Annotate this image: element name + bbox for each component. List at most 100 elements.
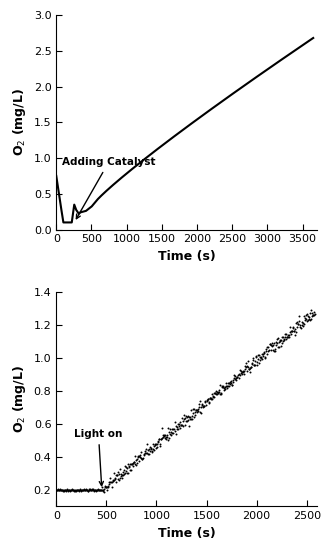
Point [275,339,280,348]
Point [77,486,82,495]
Point [271,339,276,348]
Point [256,350,262,359]
Point [282,336,287,345]
Point [235,373,240,382]
Point [283,334,289,343]
Point [221,383,226,392]
Point [200,403,206,412]
Point [304,317,309,326]
Point [249,360,254,369]
Point [188,412,193,421]
Point [92,485,97,494]
Point [105,482,111,490]
Point [202,397,208,406]
Point [176,422,181,430]
Point [308,305,313,314]
Point [197,399,202,408]
Point [285,330,290,339]
Point [145,450,151,458]
Point [149,446,154,455]
Point [73,487,78,495]
Point [228,379,233,388]
Point [120,473,125,482]
Point [130,458,135,467]
Point [105,482,110,491]
Point [75,485,80,494]
Point [99,485,104,494]
Point [147,446,152,455]
Point [249,363,254,371]
Point [312,310,317,318]
Point [135,458,140,467]
Point [160,433,165,442]
Point [110,477,115,485]
Point [298,323,304,332]
Point [280,333,286,342]
Point [289,326,294,335]
Point [109,478,114,487]
Point [258,352,264,361]
Point [107,473,113,482]
Point [114,470,119,479]
Point [122,462,127,471]
Point [253,361,258,370]
Point [167,430,173,439]
Point [205,395,210,403]
Point [108,478,113,487]
Point [150,444,155,453]
Y-axis label: O$_2$ (mg/L): O$_2$ (mg/L) [11,88,28,156]
Point [173,422,178,431]
Point [133,452,138,461]
Point [284,329,289,338]
Point [164,433,169,441]
Point [166,435,171,444]
Point [69,486,74,495]
Point [163,434,169,443]
Point [223,384,228,393]
Point [263,353,268,362]
Point [169,429,175,438]
Point [135,453,140,462]
Point [237,366,242,375]
Point [275,333,280,342]
Point [171,425,176,434]
Point [96,486,102,495]
Point [217,390,222,398]
Point [208,395,213,403]
Point [268,341,274,350]
Point [293,331,298,339]
Point [187,422,192,431]
Point [162,434,168,442]
Point [248,368,253,376]
Point [199,403,204,412]
Point [269,339,275,348]
Point [276,342,281,351]
Point [118,472,123,480]
Point [233,374,239,382]
Point [91,487,97,496]
Point [74,485,79,494]
Point [67,485,72,494]
Point [253,352,258,360]
Point [214,390,220,399]
Point [279,339,284,348]
Point [284,332,290,341]
Point [168,428,174,436]
Point [264,347,269,355]
Point [245,363,250,372]
Point [262,353,268,361]
Point [138,447,144,456]
Point [230,380,235,389]
Point [122,469,127,478]
Point [310,310,316,319]
Point [214,387,219,396]
Point [290,324,295,333]
Point [129,460,134,468]
Point [185,412,190,420]
Point [113,478,118,487]
Point [195,406,201,415]
Point [84,486,90,495]
Point [107,478,112,487]
Point [274,338,279,347]
Point [68,486,73,495]
